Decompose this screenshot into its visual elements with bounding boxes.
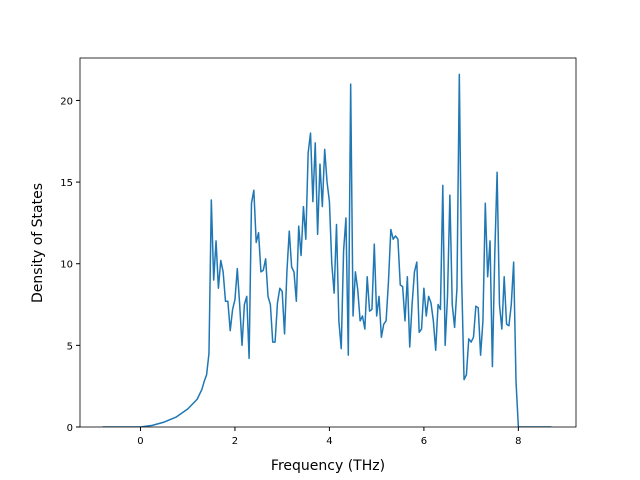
x-tick-label: 4 [326,436,332,447]
plot-frame [79,57,577,428]
x-tick-label: 2 [232,436,238,447]
line-series [102,73,552,427]
x-tick-label: 8 [515,436,521,447]
x-tick-label: 6 [421,436,427,447]
y-tick-label: 0 [67,423,73,434]
x-tick-label: 0 [137,436,143,447]
x-axis-label: Frequency (THz) [271,458,385,474]
y-axis-label: Density of States [30,183,46,303]
y-tick-label: 15 [60,178,73,189]
y-tick-label: 10 [60,260,73,271]
y-tick-label: 5 [67,341,73,352]
y-tick-label: 20 [60,96,73,107]
